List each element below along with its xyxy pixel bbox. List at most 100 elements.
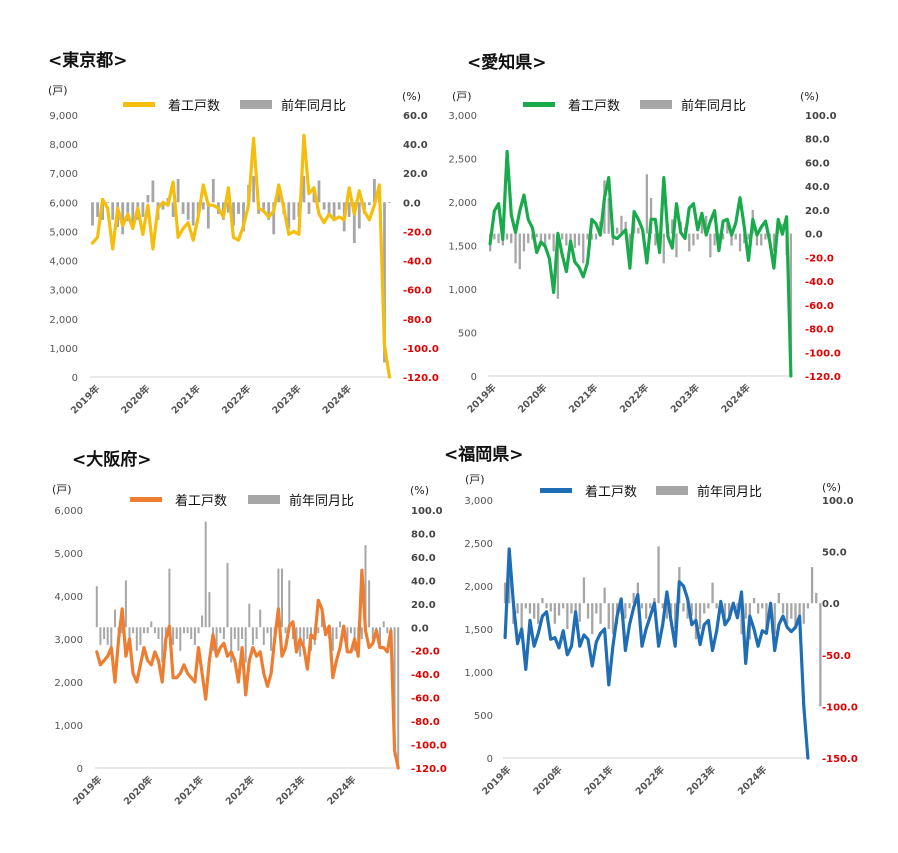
x-tick-label: 2022年 (633, 763, 667, 797)
yoy-bar (669, 603, 673, 614)
yoy-bar (270, 627, 273, 651)
yoy-bar (790, 603, 793, 619)
right-tick-label: -80.0 (805, 325, 834, 336)
yoy-bar (736, 603, 739, 609)
yoy-bar (320, 615, 323, 628)
legend: 着工戸数 前年同月比 (123, 98, 346, 114)
yoy-bar (761, 603, 764, 609)
yoy-bar (126, 202, 130, 222)
yoy-bar (255, 627, 258, 639)
yoy-bar (709, 233, 712, 258)
yoy-bar (168, 568, 171, 628)
yoy-bar (96, 202, 99, 217)
yoy-bar (590, 233, 593, 240)
yoy-bar (237, 627, 240, 651)
right-tick-label: -120.0 (403, 373, 439, 384)
chart-title: <福岡県> (444, 444, 524, 465)
right-tick-label: 40.0 (805, 182, 830, 193)
x-tick-label: 2020年 (119, 382, 153, 416)
right-tick-label: 40.0 (403, 140, 428, 151)
left-tick-label: 3,000 (49, 286, 78, 297)
yoy-bar (352, 202, 356, 244)
yoy-bar (510, 233, 513, 244)
legend-starts-label: 着工戸数 (175, 493, 227, 509)
left-tick-label: 2,000 (448, 198, 477, 209)
right-tick-label: -20.0 (805, 253, 834, 264)
yoy-bar (302, 627, 305, 645)
yoy-bar (503, 582, 507, 604)
left-tick-label: 1,000 (54, 721, 83, 732)
legend-yoy-label: 前年同月比 (681, 98, 746, 114)
yoy-bar (541, 598, 544, 604)
yoy-bar (266, 627, 269, 634)
left-tick-label: 500 (474, 711, 493, 722)
yoy-bar (620, 215, 623, 234)
left-tick-label: 5,000 (49, 227, 78, 238)
yoy-bar (277, 190, 281, 203)
yoy-bar (272, 202, 276, 235)
yoy-bar (230, 627, 233, 663)
right-tick-label: 20.0 (403, 169, 428, 180)
right-tick-label: 60.0 (411, 553, 436, 564)
yoy-bar (730, 233, 733, 246)
x-tick-label: 2022年 (219, 382, 253, 416)
right-tick-label: -40.0 (805, 277, 834, 288)
yoy-bar (734, 233, 737, 240)
left-tick-label: 1,000 (464, 668, 493, 679)
right-tick-label: 40.0 (411, 576, 436, 587)
yoy-bar (244, 627, 247, 663)
right-tick-label: -60.0 (403, 286, 432, 297)
yoy-bar (172, 627, 175, 645)
right-tick-label: -80.0 (411, 717, 440, 728)
yoy-bar (208, 592, 211, 628)
yoy-bar (121, 202, 125, 235)
right-tick-label: 100.0 (411, 506, 443, 517)
panel-fukuoka: <福岡県> (戸) (%) 着工戸数 前年同月比 0 500 1,000 1,500 2… (444, 444, 858, 798)
yoy-bar (386, 627, 389, 634)
right-tick-label: -40.0 (411, 670, 440, 681)
left-axis-unit: (戸) (52, 483, 72, 496)
yoy-bar (150, 621, 153, 628)
yoy-bar (227, 202, 230, 213)
right-tick-label: -20.0 (411, 647, 440, 658)
yoy-bar (726, 219, 729, 234)
yoy-bar (322, 202, 326, 210)
yoy-bar (124, 580, 127, 628)
yoy-bar (698, 603, 702, 629)
yoy-bar (578, 603, 581, 622)
x-tick-label: 2021年 (566, 381, 600, 415)
x-tick-label: 2023年 (684, 763, 718, 797)
yoy-bar (373, 179, 376, 203)
yoy-bar (497, 233, 500, 244)
left-tick-label: 7,000 (49, 169, 78, 180)
yoy-bar (686, 603, 689, 619)
yoy-bar (522, 233, 526, 252)
right-tick-label: -100.0 (411, 741, 447, 752)
left-axis-unit: (戸) (465, 473, 485, 486)
yoy-bar (662, 233, 665, 264)
yoy-bar (552, 233, 555, 252)
x-tick-label: 2023年 (274, 773, 308, 807)
yoy-bar (661, 603, 664, 609)
yoy-bar (773, 603, 776, 635)
yoy-bar (802, 603, 805, 624)
yoy-bar (267, 202, 271, 220)
yoy-bar (226, 562, 229, 628)
yoy-bar (111, 202, 115, 220)
yoy-bar (346, 627, 349, 645)
yoy-bar (284, 627, 287, 634)
left-tick-label: 4,000 (49, 257, 78, 268)
yoy-bar (649, 603, 652, 609)
yoy-bar (628, 233, 631, 258)
yoy-bar (215, 627, 218, 657)
x-tick-label: 2021年 (169, 382, 203, 416)
yoy-bar (259, 609, 262, 628)
yoy-bar (191, 202, 195, 226)
yoy-bar (688, 233, 691, 252)
yoy-bar (397, 627, 400, 768)
yoy-bar (806, 603, 810, 609)
yoy-bar (553, 603, 556, 624)
yoy-bar (594, 233, 598, 240)
yoy-bar (233, 627, 236, 639)
yoy-bar (306, 627, 309, 639)
